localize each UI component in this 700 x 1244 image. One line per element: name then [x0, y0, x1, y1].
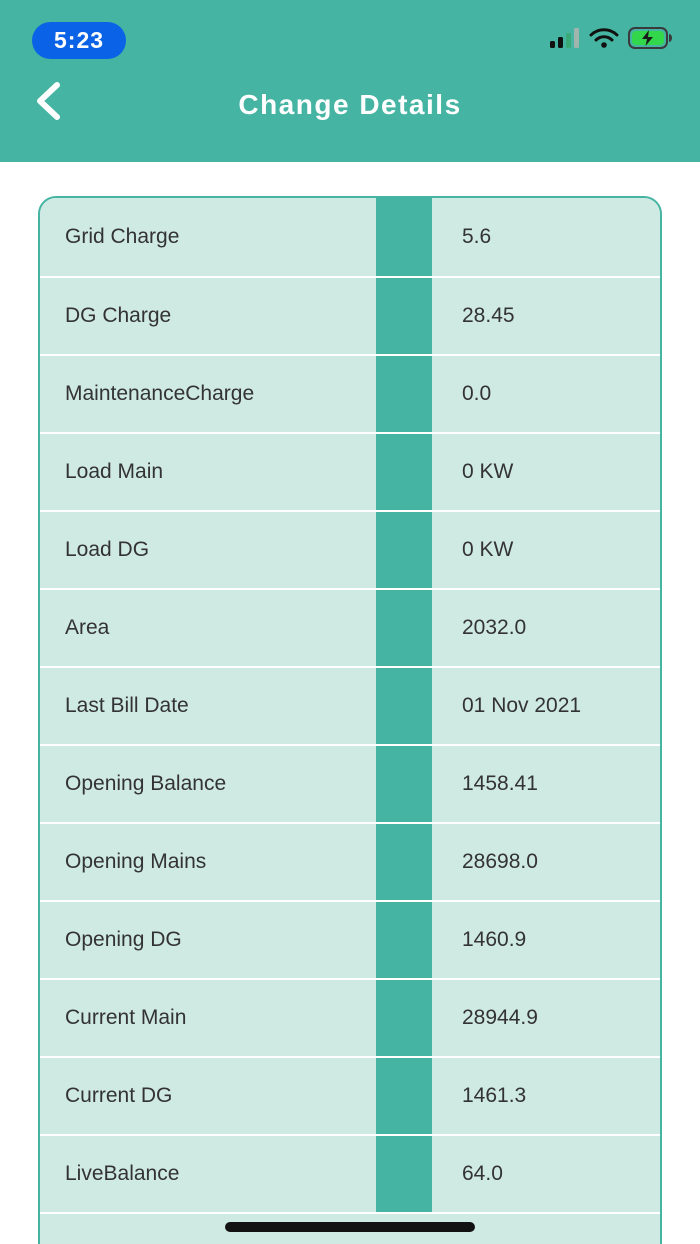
table-row: Last Bill Date 01 Nov 2021: [40, 666, 660, 744]
table-row: Grid Charge 5.6: [40, 198, 660, 276]
table-row: Load Main 0 KW: [40, 432, 660, 510]
row-label: Grid Charge: [40, 198, 376, 276]
row-value: 0 KW: [432, 512, 660, 588]
row-value: 64.0: [432, 1136, 660, 1212]
row-label: LiveBalance: [40, 1136, 376, 1212]
row-value: 0 KW: [432, 434, 660, 510]
row-value: 28698.0: [432, 824, 660, 900]
row-label: Last Bill Date: [40, 668, 376, 744]
row-divider: [376, 1136, 432, 1212]
row-divider: [376, 278, 432, 354]
battery-charging-icon: [628, 26, 674, 55]
row-divider: [376, 356, 432, 432]
row-divider: [376, 824, 432, 900]
table-row: Area 2032.0: [40, 588, 660, 666]
row-label: DG Charge: [40, 278, 376, 354]
status-time-pill[interactable]: 5:23: [32, 21, 127, 59]
table-row: LiveBalance 64.0: [40, 1134, 660, 1212]
row-label: Opening Mains: [40, 824, 376, 900]
table-row: Current Main 28944.9: [40, 978, 660, 1056]
main-content: Grid Charge 5.6 DG Charge 28.45 Maintena…: [0, 162, 700, 1244]
table-row: DG Charge 28.45: [40, 276, 660, 354]
home-indicator[interactable]: [225, 1222, 475, 1232]
chevron-left-icon: [31, 79, 65, 126]
row-divider: [376, 434, 432, 510]
table-row: Current DG 1461.3: [40, 1056, 660, 1134]
table-row: Opening Balance 1458.41: [40, 744, 660, 822]
table-row: MaintenanceCharge 0.0: [40, 354, 660, 432]
row-value: 5.6: [432, 198, 660, 276]
row-divider: [376, 1058, 432, 1134]
app-header: 5:23: [0, 0, 700, 162]
row-divider: [376, 746, 432, 822]
back-button[interactable]: [22, 76, 74, 128]
row-divider: [376, 198, 432, 276]
row-divider: [376, 902, 432, 978]
row-label: Load DG: [40, 512, 376, 588]
row-label: Load Main: [40, 434, 376, 510]
table-row: Load DG 0 KW: [40, 510, 660, 588]
nav-bar: Change Details: [0, 62, 700, 162]
row-divider: [376, 512, 432, 588]
row-value: 1460.9: [432, 902, 660, 978]
row-value: 28.45: [432, 278, 660, 354]
details-rows: Grid Charge 5.6 DG Charge 28.45 Maintena…: [40, 198, 660, 1244]
cellular-signal-icon: [550, 27, 580, 54]
table-row: Opening DG 1460.9: [40, 900, 660, 978]
row-value: 1458.41: [432, 746, 660, 822]
row-label: MaintenanceCharge: [40, 356, 376, 432]
row-divider: [376, 980, 432, 1056]
row-divider: [376, 590, 432, 666]
row-label: Current Main: [40, 980, 376, 1056]
row-value: 01 Nov 2021: [432, 668, 660, 744]
wifi-icon: [589, 27, 619, 54]
row-label: Opening Balance: [40, 746, 376, 822]
row-value: 28944.9: [432, 980, 660, 1056]
details-card: Grid Charge 5.6 DG Charge 28.45 Maintena…: [38, 196, 662, 1244]
status-icons: [550, 26, 674, 55]
row-value: 1461.3: [432, 1058, 660, 1134]
row-label: Current DG: [40, 1058, 376, 1134]
row-label: Opening DG: [40, 902, 376, 978]
row-value: 0.0: [432, 356, 660, 432]
row-divider: [376, 668, 432, 744]
table-row: Opening Mains 28698.0: [40, 822, 660, 900]
status-bar: 5:23: [0, 0, 700, 62]
row-value: 2032.0: [432, 590, 660, 666]
page-title: Change Details: [238, 89, 462, 120]
row-label: Area: [40, 590, 376, 666]
